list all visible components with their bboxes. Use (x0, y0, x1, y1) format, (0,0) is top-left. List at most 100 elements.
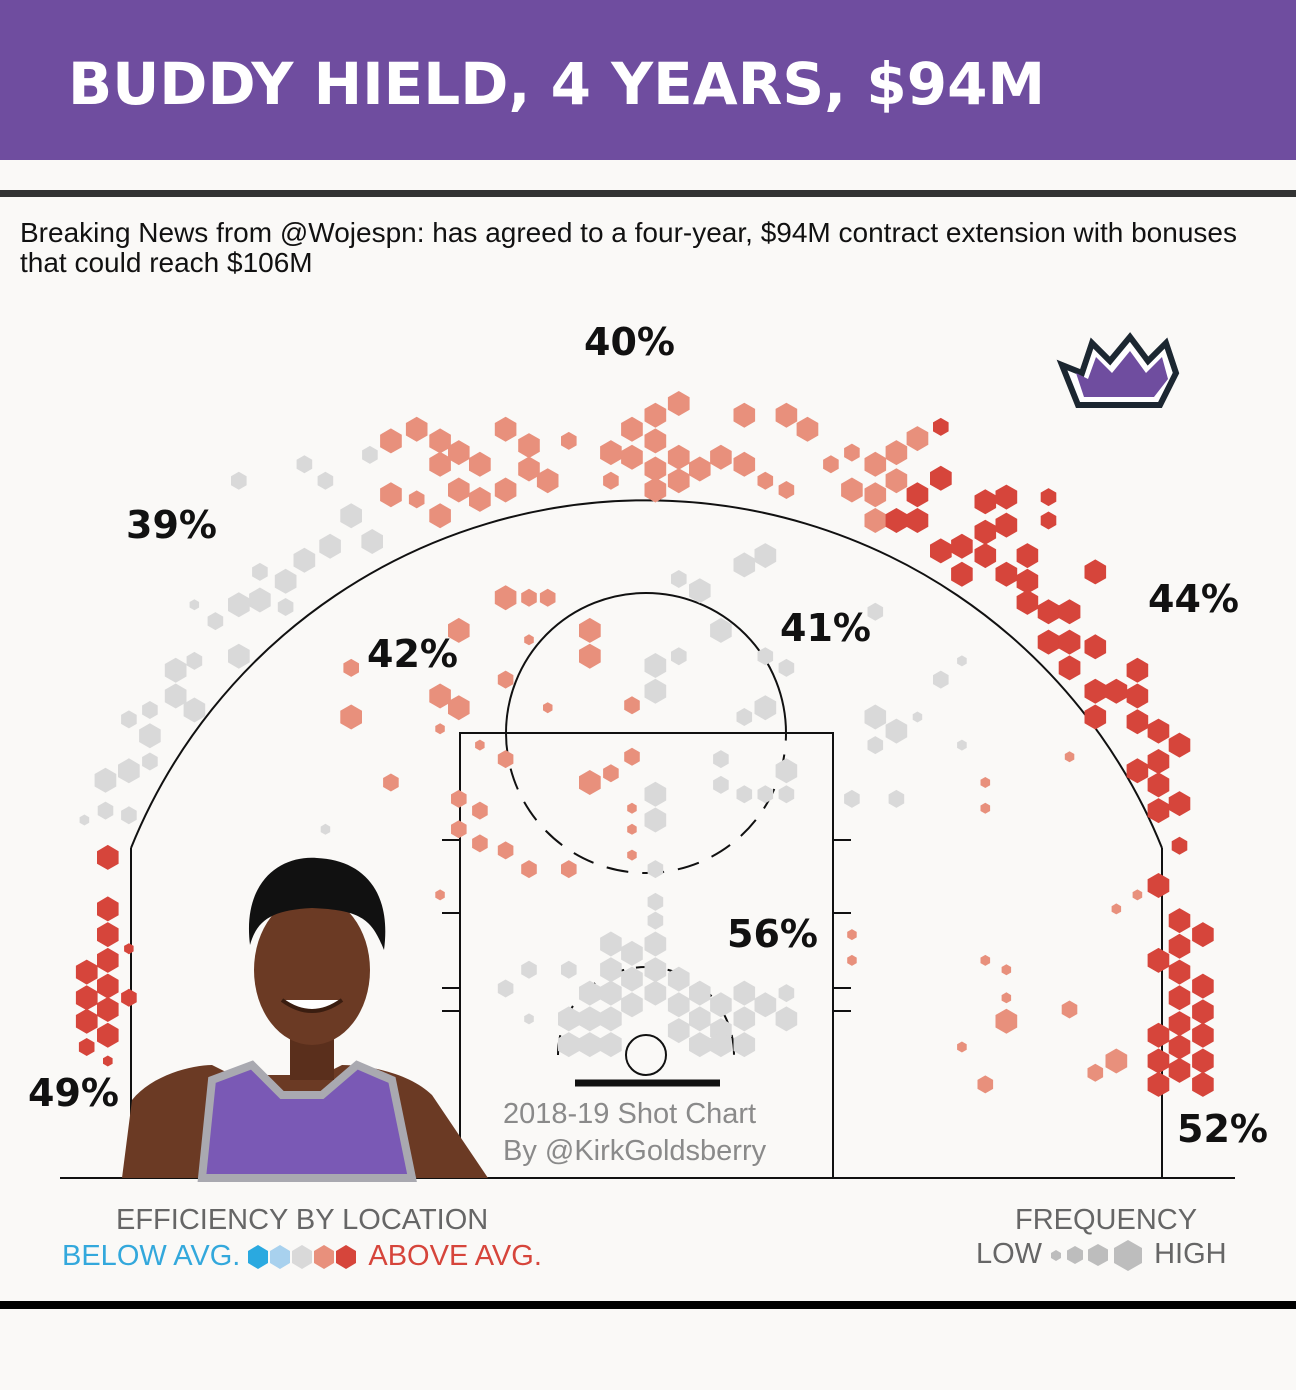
hex-below2 (248, 1244, 269, 1269)
shot-hex (667, 468, 690, 494)
shot-hex (1040, 511, 1057, 530)
shot-hex (621, 966, 643, 992)
shot-hex (644, 477, 667, 503)
shot-hex (164, 683, 187, 709)
credit-line-2: By @KirkGoldsberry (503, 1135, 767, 1167)
shot-hex (1147, 718, 1170, 744)
shot-hex (497, 670, 514, 689)
shot-hex (579, 1032, 601, 1058)
shot-hex (864, 482, 887, 508)
shot-hex (497, 841, 514, 860)
shot-hex (228, 643, 250, 669)
shot-hex (469, 486, 491, 512)
shot-hex (933, 670, 949, 689)
shot-hex (1132, 889, 1143, 901)
shot-hex (600, 980, 622, 1006)
shot-hex (97, 947, 119, 973)
shot-hex (469, 451, 491, 477)
shot-hex (603, 764, 619, 783)
shot-hex (912, 711, 923, 723)
divider (0, 190, 1296, 197)
shot-hex (186, 651, 203, 670)
shot-hex (448, 617, 470, 643)
shot-hex (1168, 1034, 1191, 1060)
zone-label-left-wing-three: 39% (126, 503, 217, 547)
shot-hex (710, 444, 732, 470)
shot-hex (579, 1006, 601, 1032)
shot-hex (97, 1022, 119, 1048)
shot-hex (864, 508, 887, 533)
shot-hex (647, 892, 664, 911)
frequency-legend-title: FREQUENCY (1015, 1204, 1198, 1236)
shot-hex (1147, 873, 1170, 898)
shot-hex (644, 678, 667, 704)
shot-hex (558, 1006, 580, 1032)
shot-hex (1061, 1000, 1078, 1019)
shot-hex (1040, 488, 1057, 507)
shot-hex (671, 647, 687, 666)
shot-hex (97, 844, 119, 870)
shot-hex (494, 416, 517, 442)
shot-hex (775, 1006, 798, 1032)
shot-hex (713, 750, 729, 769)
basket (625, 1034, 667, 1076)
frequency-legend: LOW HIGH (976, 1238, 1227, 1271)
shot-hex (621, 416, 643, 442)
shot-hex (1126, 683, 1149, 709)
zone-label-right-midrange: 41% (780, 606, 871, 650)
shot-hex (249, 587, 271, 613)
shot-hex (778, 984, 795, 1003)
below-avg-label: BELOW AVG. (62, 1240, 241, 1272)
frequency-size-scale (1051, 1239, 1143, 1271)
shot-hex (644, 653, 667, 678)
shot-hex (667, 1018, 690, 1044)
shot-hex (536, 468, 559, 494)
bottom-divider (0, 1301, 1296, 1309)
shot-hex (844, 789, 860, 808)
shot-hex (600, 1032, 622, 1058)
shot-hex (1001, 992, 1012, 1004)
shot-hex (579, 770, 601, 795)
shot-hex (475, 739, 485, 751)
shot-hex (319, 533, 341, 559)
above-avg-label: ABOVE AVG. (368, 1240, 542, 1272)
three-point-arc (130, 499, 1163, 849)
shot-hex (778, 658, 795, 677)
shot-hex (644, 428, 667, 454)
shot-hex (361, 529, 383, 554)
shot-hex (561, 431, 577, 450)
shot-hex (933, 417, 949, 436)
shot-hex (1087, 1063, 1104, 1082)
shot-hex (733, 1032, 756, 1058)
shot-hex (754, 992, 777, 1018)
shot-hex (667, 444, 690, 470)
shot-hex (97, 922, 119, 948)
shot-hex (1016, 568, 1039, 594)
player-photo (122, 857, 488, 1182)
shot-hex (429, 503, 451, 529)
shot-hex (1192, 1048, 1214, 1074)
shot-hex (621, 940, 643, 966)
low-label: LOW (976, 1238, 1043, 1270)
shot-hex (97, 997, 119, 1022)
shot-hex (980, 954, 991, 966)
shot-hex (689, 456, 711, 482)
shot-hex (561, 960, 577, 979)
shot-hex (79, 814, 90, 826)
shot-hex (183, 697, 206, 723)
shot-hex (600, 440, 622, 466)
shot-hex (429, 451, 451, 477)
shot-hex (1168, 985, 1191, 1011)
shot-hex (293, 547, 316, 573)
shot-hex (121, 988, 137, 1007)
shot-hex (448, 477, 470, 503)
shot-hex (671, 570, 687, 588)
shot-hex (841, 477, 863, 503)
shot-hex (94, 767, 117, 793)
shot-hex (296, 455, 313, 474)
shot-hex (736, 708, 753, 726)
hex-size-4 (1114, 1239, 1143, 1271)
shot-hex (885, 508, 908, 533)
shot-hex (518, 433, 540, 459)
shot-hex (97, 973, 119, 999)
